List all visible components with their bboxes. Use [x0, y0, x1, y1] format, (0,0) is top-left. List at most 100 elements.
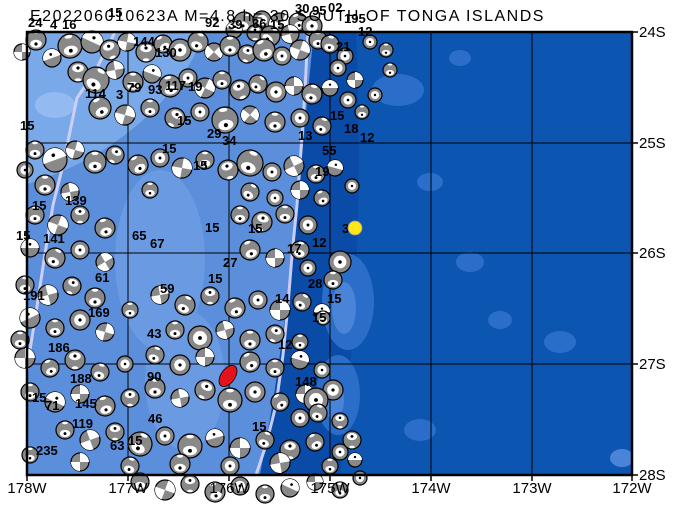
- beachball: [283, 155, 305, 177]
- beachball: [42, 48, 62, 68]
- beachball: [255, 430, 275, 450]
- bathymetry-spot: [544, 331, 576, 353]
- beachball: [34, 174, 56, 196]
- beachball: [25, 29, 47, 51]
- depth-label: 15: [32, 390, 46, 405]
- beachball: [292, 292, 312, 312]
- beachball: [127, 154, 149, 176]
- beachball: [45, 318, 65, 338]
- beachball: [70, 452, 90, 472]
- axis-ticks: [26, 31, 638, 481]
- beachball: [117, 32, 137, 52]
- depth-label: 15: [327, 291, 341, 306]
- beachball: [55, 420, 75, 440]
- beachball: [326, 159, 344, 177]
- beachball: [352, 470, 368, 486]
- beachball: [344, 178, 360, 194]
- depth-label: 169: [88, 305, 110, 320]
- beachball: [70, 205, 90, 225]
- beachball: [44, 247, 66, 269]
- depth-label: 15: [205, 220, 219, 235]
- lat-label: 24S: [639, 24, 666, 41]
- beachball: [140, 98, 160, 118]
- beachball: [177, 433, 203, 459]
- depth-label: 12: [278, 337, 292, 352]
- depth-label: 19: [188, 79, 202, 94]
- beachball: [37, 284, 59, 306]
- depth-label: 02: [328, 0, 342, 15]
- beachball: [321, 457, 339, 475]
- beachball: [171, 157, 193, 179]
- beachball: [240, 182, 260, 202]
- depth-label: 43: [147, 326, 161, 341]
- beachball: [142, 64, 162, 84]
- beachball: [252, 38, 276, 62]
- beachball: [79, 429, 101, 451]
- depth-label: 15: [32, 198, 46, 213]
- beachball: [99, 39, 121, 61]
- depth-label: 59: [160, 281, 174, 296]
- depth-label: 19: [315, 164, 329, 179]
- beachball: [248, 290, 268, 310]
- beachball: [144, 377, 166, 399]
- depth-label: 18: [344, 121, 358, 136]
- beachball: [382, 62, 398, 78]
- beachball: [305, 432, 325, 452]
- beachball: [130, 472, 150, 492]
- beachball: [168, 38, 192, 62]
- beachball: [158, 74, 182, 98]
- depth-label: 16: [62, 17, 76, 32]
- depth-label: 63: [110, 438, 124, 453]
- depth-label: 148: [295, 374, 317, 389]
- beachball: [298, 215, 318, 235]
- depth-label: 15: [248, 221, 262, 236]
- beachball: [153, 34, 173, 54]
- depth-label: 14: [275, 291, 290, 306]
- beachball: [120, 388, 140, 408]
- beachball: [42, 147, 68, 173]
- depth-label: 188: [70, 371, 92, 386]
- beachball: [269, 452, 291, 474]
- bathymetry-spot: [372, 74, 424, 106]
- depth-label: 93: [148, 82, 162, 97]
- beachball: [224, 297, 246, 319]
- beachball: [40, 358, 60, 378]
- beachball: [195, 347, 215, 367]
- beachball: [354, 104, 370, 120]
- event-marker-layer: [218, 220, 363, 388]
- beachball: [229, 437, 251, 459]
- bathymetry-spot: [404, 419, 436, 441]
- depth-label: 27: [223, 255, 237, 270]
- beachball: [64, 349, 86, 371]
- beachball: [264, 111, 286, 133]
- beachball: [347, 452, 363, 468]
- beachball: [122, 71, 144, 93]
- lon-label: 173W: [512, 480, 552, 497]
- depth-label: 28: [308, 276, 322, 291]
- beachball: [225, 21, 243, 39]
- beachball: [105, 145, 125, 165]
- beachball: [94, 395, 116, 417]
- lon-label: 172W: [612, 480, 652, 497]
- depth-label: 117: [165, 78, 186, 93]
- beachball: [346, 71, 364, 89]
- beachball: [154, 479, 176, 501]
- beachball: [306, 164, 326, 184]
- beachball: [328, 250, 352, 274]
- beachball: [290, 180, 310, 200]
- beachball: [90, 362, 110, 382]
- beachball: [15, 275, 35, 295]
- beachball: [205, 428, 225, 448]
- beachball: [204, 481, 226, 503]
- beachball: [211, 106, 239, 134]
- beachball: [378, 42, 394, 58]
- lon-label: 176W: [209, 480, 249, 497]
- depth-label: 30: [295, 1, 309, 16]
- beachball: [291, 333, 309, 351]
- beachball: [105, 422, 125, 442]
- beachball: [25, 205, 45, 225]
- depth-label: 15: [108, 5, 122, 20]
- beachball: [178, 68, 198, 88]
